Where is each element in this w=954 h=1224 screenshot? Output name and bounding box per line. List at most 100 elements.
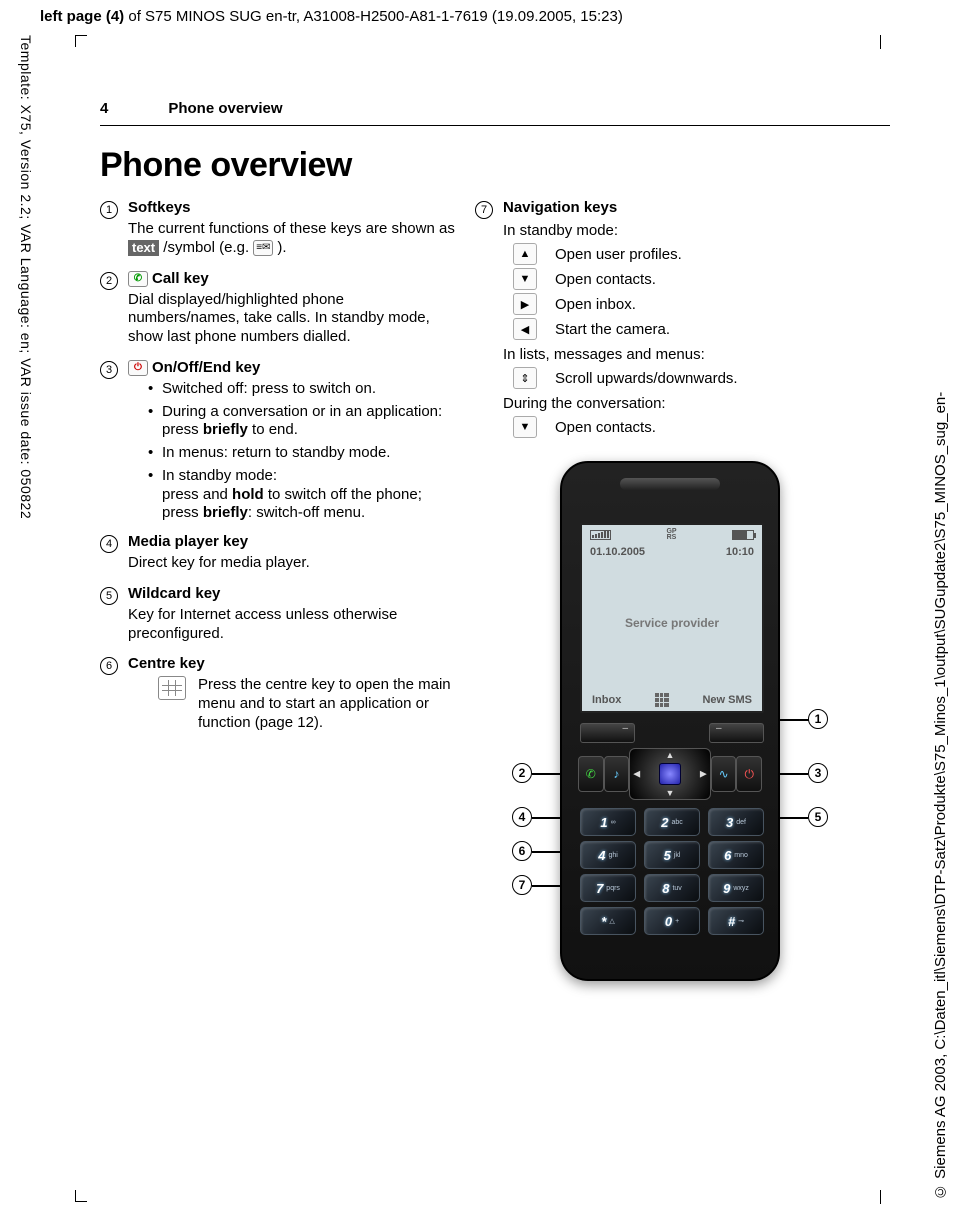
marker-1: 1: [100, 201, 118, 219]
key-7: 7pqrs: [580, 874, 636, 902]
right-softkey: [709, 723, 764, 743]
centre-key: [659, 763, 681, 785]
bullet-3-3: In menus: return to standby mode.: [148, 444, 455, 463]
item-1-desc: The current functions of these keys are …: [128, 220, 455, 258]
callout-1: 1: [808, 709, 828, 729]
keypad: 1∞ 2abc 3def 4ghi 5jkl 6mno 7pqrs 8tuv 9wxyz *△ 0+…: [580, 808, 764, 935]
item-1: 1 Softkeys The current functions of thes…: [100, 199, 455, 264]
item-4: 4 Media player key Direct key for media …: [100, 533, 455, 579]
standby-label: In standby mode:: [503, 222, 865, 239]
nav-right-icon: ▶: [513, 293, 537, 315]
key-4: 4ghi: [580, 841, 636, 869]
item-5-desc: Key for Internet access unless otherwise…: [128, 606, 455, 644]
nav-down-contacts2: ▼ Open contacts.: [513, 416, 865, 438]
item-3: 3 ⏻On/Off/End key Switched off: press to…: [100, 359, 455, 527]
key-2: 2abc: [644, 808, 700, 836]
item-2-desc: Dial displayed/highlighted phone numbers…: [128, 291, 455, 347]
item-7-title: Navigation keys: [503, 199, 865, 216]
call-key-icon: ✆: [128, 271, 148, 287]
centre-key-icon: [158, 676, 186, 700]
item-2: 2 ✆Call key Dial displayed/highlighted p…: [100, 270, 455, 353]
key-6: 6mno: [708, 841, 764, 869]
marker-7: 7: [475, 201, 493, 219]
nav-down-icon: ▼: [513, 268, 537, 290]
phone-body: GPRS 01.10.2005 10:10 Service provider I…: [560, 461, 780, 981]
key-8: 8tuv: [644, 874, 700, 902]
media-key: ♪: [604, 756, 630, 792]
lead-1: [780, 719, 810, 721]
page-header: 4 Phone overview: [100, 100, 890, 126]
nav-down-icon-2: ▼: [513, 416, 537, 438]
lead-5: [778, 817, 808, 819]
message-icon: ≡✉: [253, 240, 273, 256]
key-*: *△: [580, 907, 636, 935]
bullet-3-2: During a conversation or in an applicati…: [148, 403, 455, 441]
bullet-3-4: In standby mode: press and hold to switc…: [148, 467, 455, 523]
crop-mark-bl: [75, 1190, 87, 1202]
earpiece: [620, 478, 720, 490]
nav-up-icon: ▲: [513, 243, 537, 265]
callout-3: 3: [808, 763, 828, 783]
nav-right-inbox: ▶ Open inbox.: [513, 293, 865, 315]
nav-down-contacts: ▼ Open contacts.: [513, 268, 865, 290]
signal-icon: [590, 530, 611, 540]
lead-4: [532, 817, 562, 819]
header-title: Phone overview: [168, 100, 282, 117]
conversation-label: During the conversation:: [503, 395, 865, 412]
page-number: 4: [100, 100, 108, 117]
key-9: 9wxyz: [708, 874, 764, 902]
item-7: 7 Navigation keys In standby mode: ▲ Ope…: [475, 199, 865, 441]
callout-2: 2: [512, 763, 532, 783]
nav-up-profiles: ▲ Open user profiles.: [513, 243, 865, 265]
key-3: 3def: [708, 808, 764, 836]
item-4-title: Media player key: [128, 533, 455, 550]
phone-illustration: GPRS 01.10.2005 10:10 Service provider I…: [520, 461, 820, 1001]
marker-6: 6: [100, 657, 118, 675]
nav-cluster: ✆ ♪ ▲▼ ◀▶ ∿ ⏻: [578, 748, 762, 800]
softkey-left-label: Inbox: [592, 694, 621, 706]
softkey-row: [580, 723, 764, 743]
item-6: 6 Centre key Press the centre key to ope…: [100, 655, 455, 738]
softkey-right-label: New SMS: [702, 694, 752, 706]
nav-updown-scroll: ⇕ Scroll upwards/downwards.: [513, 367, 865, 389]
left-softkey: [580, 723, 635, 743]
callout-4: 4: [512, 807, 532, 827]
item-3-bullets: Switched off: press to switch on. During…: [128, 380, 455, 523]
left-margin-text: Template: X75, Version 2.2; VAR Language…: [18, 35, 34, 519]
item-1-title: Softkeys: [128, 199, 455, 216]
marker-3: 3: [100, 361, 118, 379]
wildcard-key: ∿: [711, 756, 737, 792]
screen-date: 01.10.2005: [590, 546, 645, 558]
marker-2: 2: [100, 272, 118, 290]
top-header-rest: of S75 MINOS SUG en-tr, A31008-H2500-A81…: [124, 8, 623, 25]
content-area: 4 Phone overview Phone overview 1 Softke…: [100, 100, 890, 1001]
item-3-title: ⏻On/Off/End key: [128, 359, 455, 376]
screen-time: 10:10: [726, 546, 754, 558]
item-6-title: Centre key: [128, 655, 455, 672]
softkey-centre-icon: [655, 693, 669, 707]
page-title: Phone overview: [100, 146, 890, 185]
nav-updown-icon: ⇕: [513, 367, 537, 389]
key-#: #⊸: [708, 907, 764, 935]
marker-5: 5: [100, 587, 118, 605]
lead-2: [532, 773, 562, 775]
battery-icon: [732, 530, 754, 540]
callout-7: 7: [512, 875, 532, 895]
lists-label: In lists, messages and menus:: [503, 346, 865, 363]
key-0: 0+: [644, 907, 700, 935]
dpad: ▲▼ ◀▶: [629, 748, 711, 800]
item-5: 5 Wildcard key Key for Internet access u…: [100, 585, 455, 650]
item-6-desc: Press the centre key to open the main me…: [198, 676, 455, 732]
top-header-prefix: left page (4): [40, 8, 124, 25]
item-5-title: Wildcard key: [128, 585, 455, 602]
end-key-icon: ⏻: [128, 360, 148, 376]
key-1: 1∞: [580, 808, 636, 836]
lead-6: [532, 851, 562, 853]
marker-4: 4: [100, 535, 118, 553]
lead-3: [778, 773, 808, 775]
right-column: 7 Navigation keys In standby mode: ▲ Ope…: [475, 199, 865, 1001]
key-5: 5jkl: [644, 841, 700, 869]
nav-left-icon: ◀: [513, 318, 537, 340]
nav-left-camera: ◀ Start the camera.: [513, 318, 865, 340]
right-margin-text: © Siemens AG 2003, C:\Daten_itl\Siemens\…: [932, 50, 949, 1200]
